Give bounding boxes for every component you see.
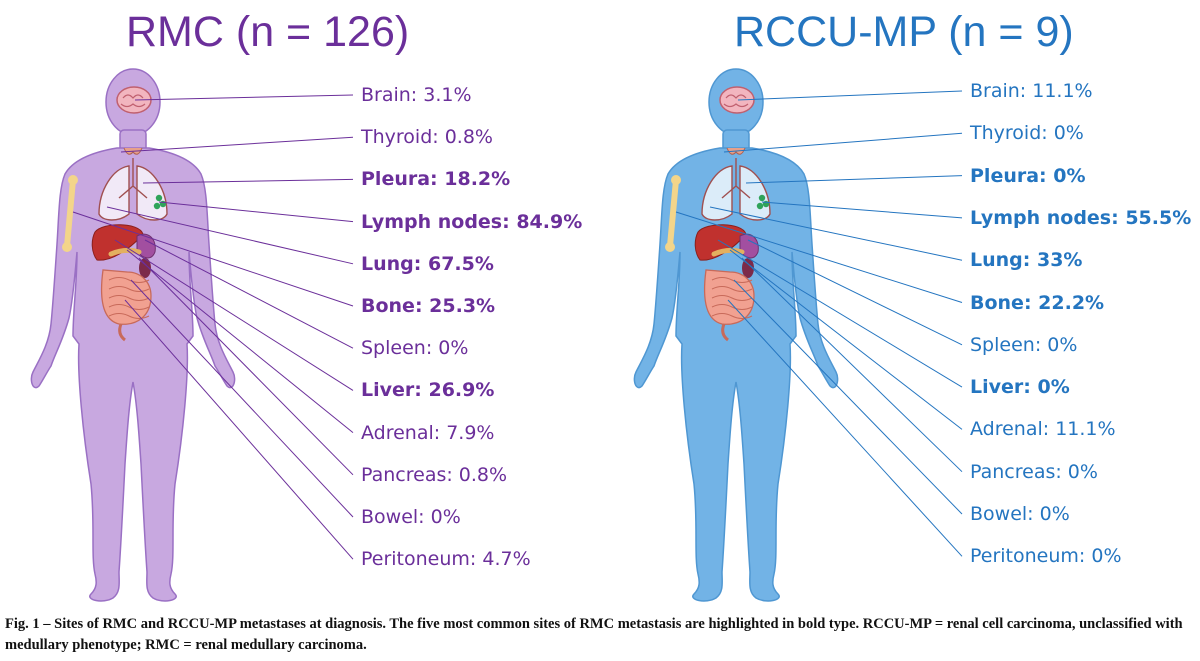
leader-line xyxy=(144,239,354,349)
lymph-node-icon-rmc xyxy=(153,202,161,210)
site-label: Peritoneum: 0% xyxy=(970,545,1122,568)
site-label: Brain: 3.1% xyxy=(361,84,472,106)
adrenal-icon-rmc xyxy=(139,258,151,278)
left-lung-icon-rccu-mp xyxy=(701,165,733,221)
organs-rccu-mp xyxy=(665,86,771,342)
leader-line xyxy=(761,201,963,219)
leader-line xyxy=(72,211,354,307)
leader-line xyxy=(124,299,354,560)
leader-line xyxy=(134,94,354,101)
panel-title-rmc: RMC (n = 126) xyxy=(126,8,410,56)
site-label: Brain: 11.1% xyxy=(970,80,1093,102)
leader-line xyxy=(130,279,354,518)
leader-line xyxy=(158,201,354,223)
site-label: Peritoneum: 4.7% xyxy=(361,548,531,571)
site-label: Lymph nodes: 84.9% xyxy=(361,210,583,233)
site-label: Lymph nodes: 55.5% xyxy=(970,206,1192,229)
site-label: Liver: 0% xyxy=(970,376,1070,399)
site-label: Pleura: 18.2% xyxy=(361,168,511,191)
leader-line xyxy=(737,90,963,101)
leader-line xyxy=(120,136,354,153)
site-label: Spleen: 0% xyxy=(361,337,469,360)
site-label: Lung: 67.5% xyxy=(361,252,494,275)
leader-line xyxy=(126,249,354,433)
leader-line xyxy=(741,257,963,473)
lymph-node-icon-rmc xyxy=(155,194,163,202)
leader-line xyxy=(675,211,963,303)
leader-lines-rccu-mp xyxy=(675,90,963,557)
figure-caption: Fig. 1 – Sites of RMC and RCCU-MP metast… xyxy=(5,616,1183,653)
pancreas-icon-rmc xyxy=(108,247,142,257)
site-label: Pancreas: 0% xyxy=(970,460,1098,483)
site-label: Pancreas: 0.8% xyxy=(361,463,508,486)
leader-lines-rmc xyxy=(72,94,354,560)
site-label: Bone: 22.2% xyxy=(970,291,1105,314)
left-lung-icon-rmc xyxy=(98,165,130,221)
site-label: Bone: 25.3% xyxy=(361,295,496,317)
leader-line xyxy=(733,279,963,515)
site-label: Liver: 26.9% xyxy=(361,379,495,402)
leader-line xyxy=(106,206,354,265)
bone-icon-rmc xyxy=(64,177,76,249)
leader-line xyxy=(709,206,963,261)
adrenal-icon-rccu-mp xyxy=(742,258,754,278)
pancreas-icon-rccu-mp xyxy=(711,247,745,257)
site-label: Lung: 33% xyxy=(970,249,1083,272)
site-label: Thyroid: 0% xyxy=(970,122,1084,145)
lymph-node-icon-rccu-mp xyxy=(758,194,766,202)
leader-line xyxy=(727,299,963,557)
site-label: Thyroid: 0.8% xyxy=(361,126,493,149)
site-label: Pleura: 0% xyxy=(970,164,1086,187)
site-label: Adrenal: 7.9% xyxy=(361,421,495,444)
leader-line xyxy=(142,178,354,184)
site-label: Bowel: 0% xyxy=(970,503,1070,525)
leader-line xyxy=(729,249,963,430)
leader-line xyxy=(138,257,354,476)
panel-title-rccu-mp: RCCU-MP (n = 9) xyxy=(734,8,1074,56)
site-label: Adrenal: 11.1% xyxy=(970,418,1116,441)
bone-icon-rccu-mp xyxy=(667,177,679,249)
leader-line xyxy=(745,175,963,184)
leader-line xyxy=(717,239,963,388)
lymph-node-icon-rccu-mp xyxy=(756,202,764,210)
site-label: Spleen: 0% xyxy=(970,333,1078,356)
site-label: Bowel: 0% xyxy=(361,506,461,528)
leader-line xyxy=(114,239,354,391)
leader-line xyxy=(747,239,963,346)
leader-line xyxy=(723,132,963,153)
